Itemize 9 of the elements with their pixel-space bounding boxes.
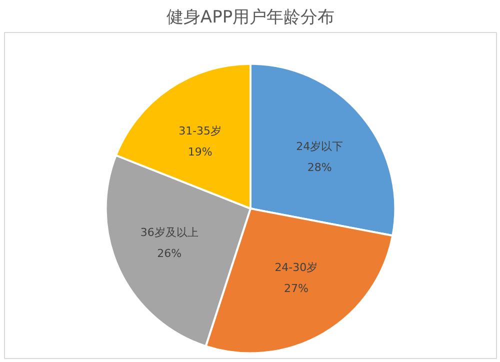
- data-label: 26%: [157, 246, 182, 260]
- slice-label: 24-30岁: [274, 261, 318, 274]
- data-label: 28%: [307, 160, 332, 174]
- slice-label: 36岁及以上: [140, 226, 198, 240]
- slice-label: 24岁以下: [296, 140, 344, 154]
- slice-label: 31-35岁: [178, 124, 222, 138]
- data-label: 19%: [188, 146, 212, 159]
- chart-title: 健身APP用户年龄分布: [166, 8, 335, 28]
- data-label: 27%: [284, 282, 308, 296]
